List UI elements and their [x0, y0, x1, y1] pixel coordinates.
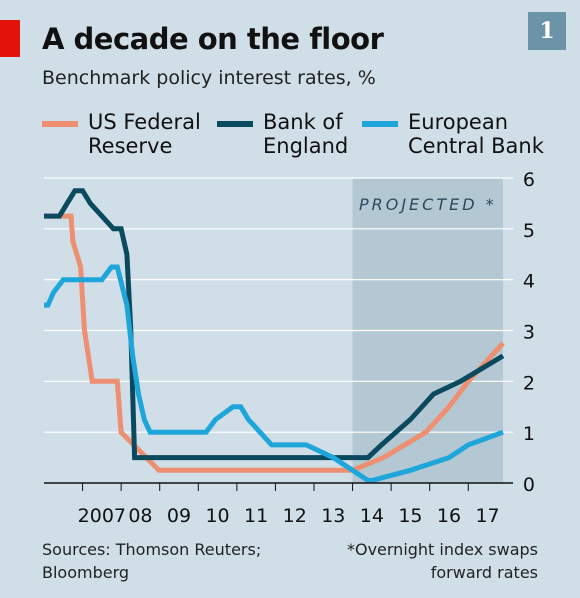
x-tick-label: 11 — [244, 505, 268, 527]
footnote: *Overnight index swaps forward rates — [346, 540, 538, 582]
y-tick-label: 6 — [523, 169, 535, 191]
chart-number-badge: 1 — [528, 12, 566, 50]
y-tick-label: 1 — [523, 423, 535, 445]
chart-title: A decade on the floor — [42, 22, 384, 56]
y-tick-label: 5 — [523, 220, 535, 242]
legend-label-ecb: European Central Bank — [408, 110, 544, 158]
legend-label-fed: US Federal Reserve — [88, 110, 201, 158]
legend-label-boe: Bank of England — [263, 110, 349, 158]
x-tick-label: 10 — [205, 505, 229, 527]
series-line-2 — [44, 264, 504, 483]
series-line-1 — [44, 188, 505, 461]
chart-subtitle: Benchmark policy interest rates, % — [42, 67, 376, 89]
x-tick-label: 14 — [360, 505, 384, 527]
y-tick-label: 4 — [523, 271, 535, 293]
legend-swatch-boe — [217, 121, 253, 127]
projected-label: PROJECTED * — [359, 195, 497, 214]
y-tick-label: 2 — [523, 372, 535, 394]
legend-swatch-fed — [42, 121, 78, 127]
series-line-0 — [44, 213, 505, 473]
y-tick-label: 0 — [523, 474, 535, 496]
x-tick-label: 08 — [128, 505, 152, 527]
x-tick-label: 2007 — [78, 505, 126, 527]
x-tick-label: 15 — [398, 505, 422, 527]
red-brand-tag — [0, 20, 20, 57]
x-tick-label: 17 — [475, 505, 499, 527]
x-tick-label: 16 — [437, 505, 461, 527]
y-tick-label: 3 — [523, 322, 535, 344]
sources-note: Sources: Thomson Reuters; Bloomberg — [42, 540, 262, 582]
x-tick-label: 12 — [283, 505, 307, 527]
legend-swatch-ecb — [362, 121, 398, 127]
x-tick-label: 09 — [167, 505, 191, 527]
x-tick-label: 13 — [321, 505, 345, 527]
